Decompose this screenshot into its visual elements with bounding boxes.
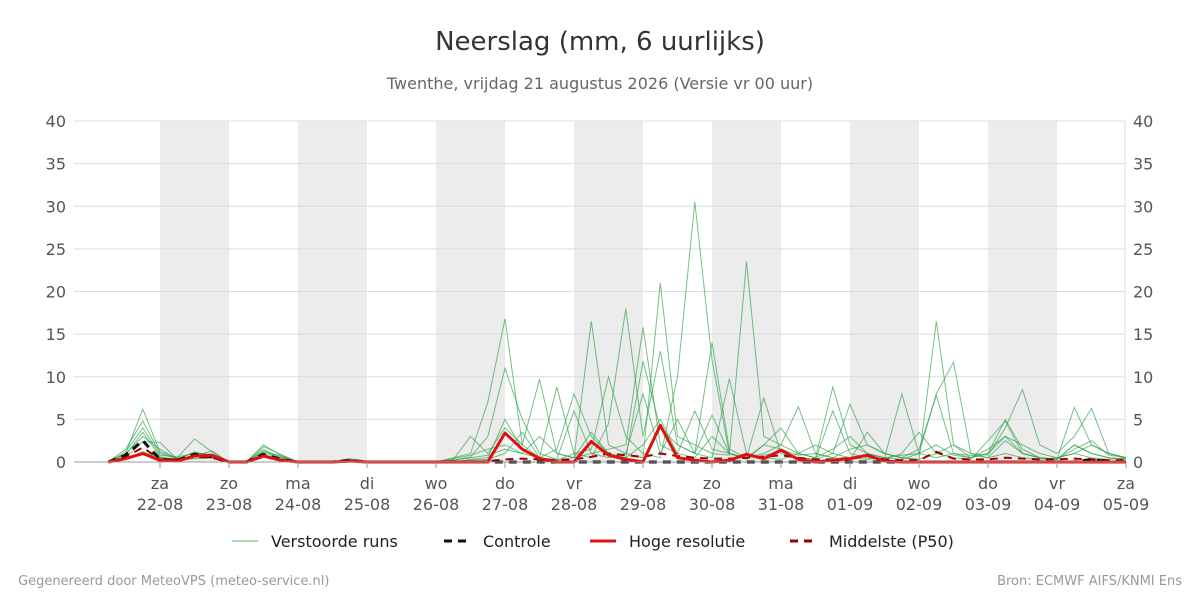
legend-label: Controle	[483, 532, 551, 551]
y-tick-label-left: 5	[56, 410, 66, 429]
x-tick-day: do	[978, 474, 998, 493]
y-tick-label-right: 30	[1133, 197, 1153, 216]
x-tick-date: 03-09	[965, 495, 1012, 514]
x-tick-date: 28-08	[551, 495, 598, 514]
x-tick-day: do	[495, 474, 515, 493]
x-tick-day: wo	[425, 474, 448, 493]
legend-label: Hoge resolutie	[629, 532, 745, 551]
footer-generated-by: Gegenereerd door MeteoVPS (meteo-service…	[18, 574, 329, 589]
x-tick-day: za	[1117, 474, 1135, 493]
x-tick-day: vr	[1049, 474, 1065, 493]
x-tick-day: di	[843, 474, 858, 493]
y-tick-label-left: 20	[46, 283, 66, 302]
y-axis: 0 0 5 5 10 10 15 15 20 20 25 25 30 30 35 35 40 40	[46, 112, 1154, 472]
y-tick-label-left: 15	[46, 325, 66, 344]
x-tick-date: 30-08	[689, 495, 736, 514]
legend-label: Verstoorde runs	[271, 532, 398, 551]
x-tick-day: zo	[703, 474, 721, 493]
x-tick-day: ma	[285, 474, 310, 493]
y-tick-label-right: 20	[1133, 283, 1153, 302]
y-tick-label-right: 0	[1133, 453, 1143, 472]
y-tick-label-right: 40	[1133, 112, 1153, 131]
y-tick-label-right: 5	[1133, 410, 1143, 429]
y-tick-label-left: 0	[56, 453, 66, 472]
y-tick-label-left: 30	[46, 197, 66, 216]
ensemble-run-line	[108, 418, 1127, 463]
x-tick-day: vr	[566, 474, 582, 493]
x-tick-day: za	[634, 474, 652, 493]
x-tick-date: 31-08	[758, 495, 805, 514]
y-tick-label-right: 10	[1133, 368, 1153, 387]
x-tick-date: 04-09	[1034, 495, 1081, 514]
y-tick-label-right: 35	[1133, 155, 1153, 174]
y-tick-label-right: 15	[1133, 325, 1153, 344]
x-tick-date: 26-08	[413, 495, 460, 514]
x-tick-day: zo	[220, 474, 238, 493]
x-tick-date: 01-09	[827, 495, 874, 514]
chart-subtitle: Twenthe, vrijdag 21 augustus 2026 (Versi…	[386, 74, 813, 93]
x-tick-date: 25-08	[344, 495, 391, 514]
x-tick-date: 23-08	[206, 495, 253, 514]
x-tick-date: 22-08	[137, 495, 184, 514]
y-tick-label-left: 35	[46, 155, 66, 174]
legend-label: Middelste (P50)	[829, 532, 954, 551]
y-tick-label-left: 25	[46, 240, 66, 259]
y-tick-label-left: 40	[46, 112, 66, 131]
x-tick-day: di	[360, 474, 375, 493]
x-tick-date: 27-08	[482, 495, 529, 514]
ensemble-run-line	[108, 201, 1127, 463]
x-tick-day: wo	[908, 474, 931, 493]
x-tick-day: ma	[768, 474, 793, 493]
x-tick-date: 05-09	[1103, 495, 1150, 514]
x-tick-date: 29-08	[620, 495, 667, 514]
x-tick-date: 02-09	[896, 495, 943, 514]
x-axis: za 22-08 zo 23-08 ma 24-08 di 25-08 wo 26-08 do 27-…	[74, 461, 1150, 514]
footer-source: Bron: ECMWF AIFS/KNMI Ens	[997, 574, 1182, 589]
x-tick-day: za	[151, 474, 169, 493]
legend: Verstoorde runs Controle Hoge resolutie Mid…	[232, 532, 954, 551]
chart-title: Neerslag (mm, 6 uurlijks)	[435, 27, 765, 57]
y-tick-label-left: 10	[46, 368, 66, 387]
x-tick-date: 24-08	[275, 495, 322, 514]
y-tick-label-right: 25	[1133, 240, 1153, 259]
series-line	[108, 446, 1126, 463]
